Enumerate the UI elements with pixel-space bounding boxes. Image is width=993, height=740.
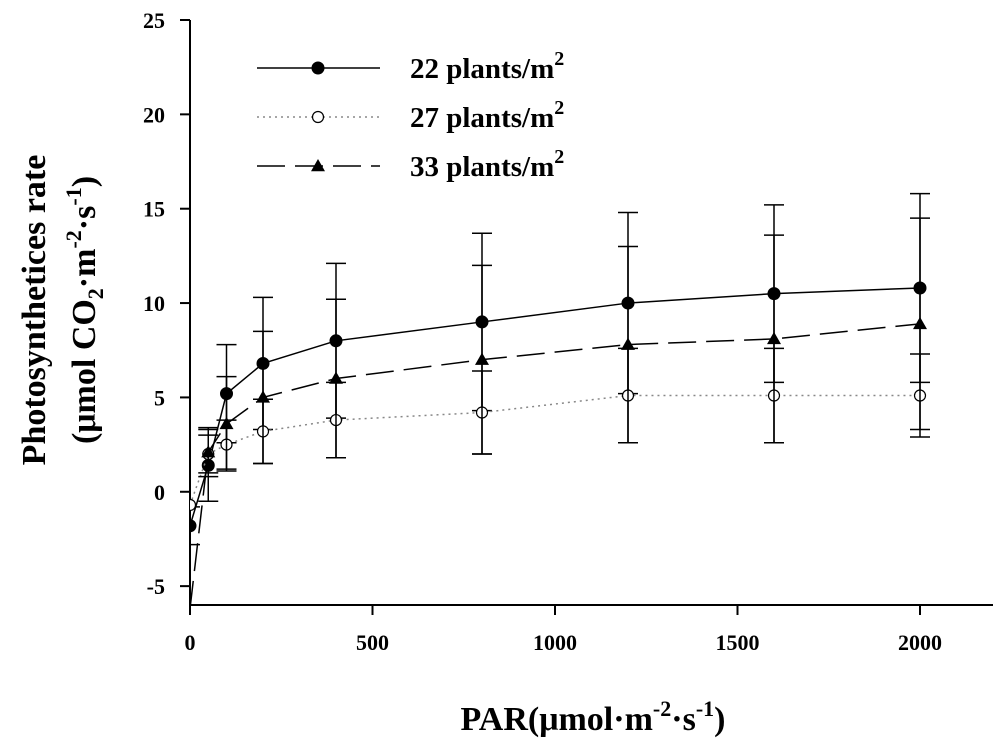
legend-item-3: 33 plants/m2 <box>257 146 564 183</box>
series-1 <box>190 192 930 546</box>
series-3 <box>190 217 930 605</box>
y-tick-label: 20 <box>143 102 165 127</box>
marker-7 <box>767 331 781 345</box>
marker-2 <box>219 416 234 430</box>
plot-area <box>190 192 930 605</box>
y-tick-label: 10 <box>143 291 165 316</box>
y-tick-label: 15 <box>143 197 165 222</box>
y-axis-title-line2: (μmol CO2·m-2·s-1) <box>61 176 108 444</box>
series-line <box>190 287 921 526</box>
x-tick-label: 2000 <box>898 630 942 655</box>
x-tick-label: 0 <box>185 630 196 655</box>
marker-0 <box>190 498 197 512</box>
legend: 22 plants/m2 27 plants/m2 33 plants/m2 <box>257 48 564 183</box>
x-axis-title: PAR(μmol·m-2·s-1) <box>461 696 726 738</box>
marker-5 <box>475 352 489 365</box>
y-tick-label: -5 <box>147 574 165 599</box>
legend-label: 27 plants/m2 <box>410 97 564 134</box>
series-line <box>190 394 920 506</box>
x-tick-label: 1000 <box>533 630 577 655</box>
y-axis-title-line1: Photosynthetices rate <box>16 155 53 466</box>
marker-4 <box>329 371 343 384</box>
marker-1 <box>201 445 216 458</box>
y-tick-label: 25 <box>143 8 165 33</box>
legend-item-2: 27 plants/m2 <box>257 97 564 134</box>
series-2 <box>190 347 930 512</box>
legend-label: 22 plants/m2 <box>410 48 564 85</box>
marker-legend <box>311 61 325 75</box>
y-tick-label: 0 <box>154 480 165 505</box>
axes: -5 0 5 10 15 20 25 0 500 1000 1500 2000 <box>143 8 993 655</box>
series-line <box>190 323 921 605</box>
marker-3 <box>256 390 270 403</box>
x-tick-label: 1500 <box>716 630 760 655</box>
marker-6 <box>621 337 635 350</box>
marker-legend <box>311 110 325 124</box>
marker-8 <box>913 316 927 330</box>
legend-label: 33 plants/m2 <box>410 146 564 183</box>
marker-legend <box>311 159 325 172</box>
y-tick-label: 5 <box>154 385 165 410</box>
marker-0 <box>190 519 197 533</box>
legend-item-1: 22 plants/m2 <box>257 48 564 85</box>
x-tick-label: 500 <box>356 630 389 655</box>
